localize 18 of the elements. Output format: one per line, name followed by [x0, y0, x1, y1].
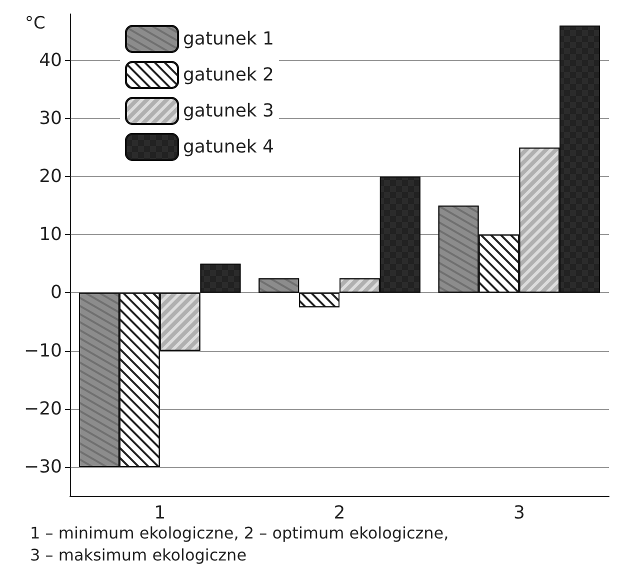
- y-axis-title: °C: [25, 14, 46, 34]
- text: 3 – maksimum ekologiczne: [30, 546, 247, 564]
- y-tick-label: 0: [50, 282, 62, 304]
- y-tick-label: −10: [24, 340, 62, 362]
- legend-label: gatunek 1: [183, 28, 274, 50]
- legend-label: gatunek 4: [183, 136, 274, 158]
- legend-label: gatunek 2: [183, 64, 274, 86]
- y-tick-label: 40: [39, 50, 62, 71]
- y-tick-label: 10: [39, 224, 62, 246]
- x-tick-label: 3: [513, 502, 525, 524]
- y-tick-label: 30: [39, 108, 62, 130]
- y-tick-label: −30: [24, 456, 62, 478]
- x-tick-label: 2: [334, 502, 346, 524]
- y-tick-label: −20: [24, 398, 62, 420]
- text: 1 – minimum ekologiczne, 2 – optimum ekologiczne,: [30, 524, 449, 542]
- legend-label: gatunek 3: [183, 100, 274, 122]
- y-tick-label: 20: [39, 166, 62, 188]
- x-tick-label: 1: [154, 502, 166, 524]
